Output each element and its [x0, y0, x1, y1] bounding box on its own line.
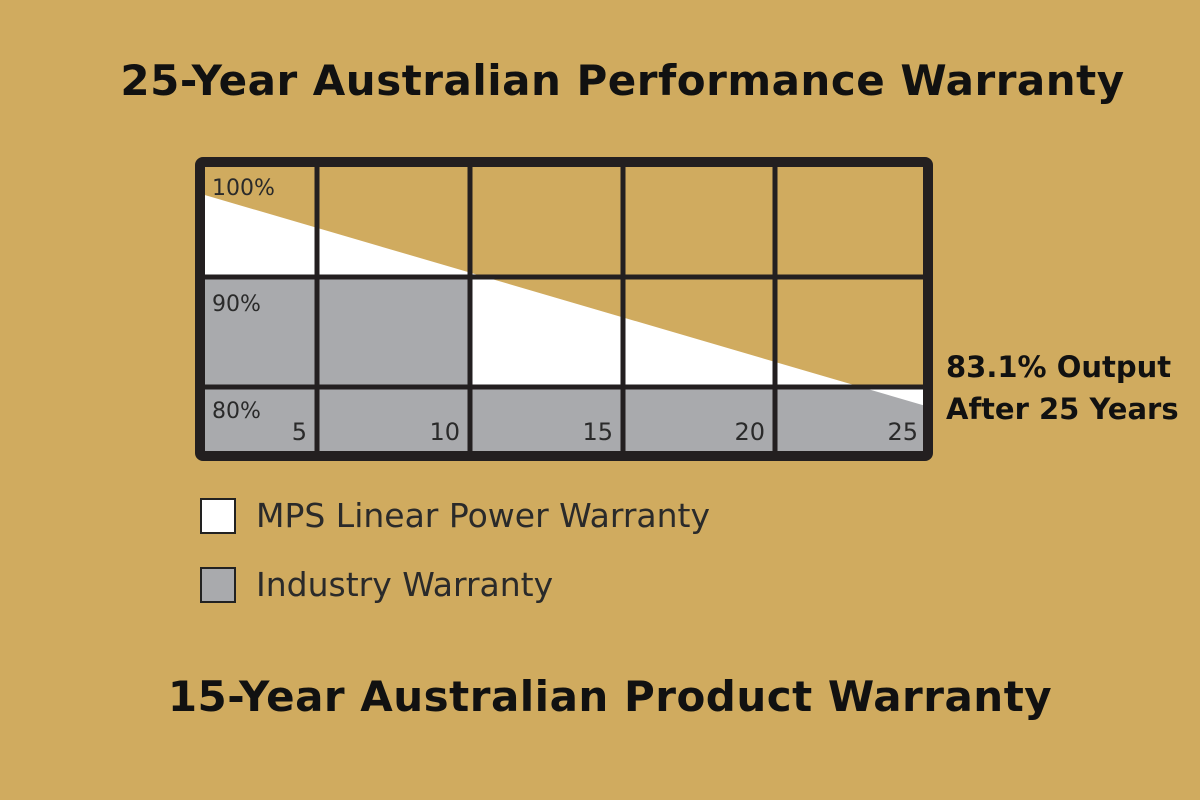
product-warranty-title: 15-Year Australian Product Warranty: [167, 672, 1053, 721]
legend-swatch-industry: [200, 567, 236, 603]
mps-warranty-area: [200, 193, 928, 407]
legend-label-industry: Industry Warranty: [256, 565, 554, 604]
annotation-line-2: After 25 Years: [946, 392, 1179, 426]
legend-label-mps: MPS Linear Power Warranty: [256, 496, 711, 535]
y-tick-label: 80%: [212, 399, 261, 424]
legend-swatch-mps: [200, 498, 236, 534]
output-annotation: 83.1% Output After 25 Years: [946, 346, 1179, 430]
x-tick-label: 15: [582, 418, 613, 446]
x-tick-label: 25: [887, 418, 918, 446]
chart-frame: [195, 157, 933, 461]
industry-warranty-area: [200, 277, 928, 456]
chart-title: 25-Year Australian Performance Warranty: [120, 56, 1125, 105]
y-tick-label: 90%: [212, 292, 261, 317]
x-tick-label: 5: [292, 418, 307, 446]
y-tick-label: 100%: [212, 176, 275, 201]
x-tick-label: 10: [429, 418, 460, 446]
annotation-line-1: 83.1% Output: [946, 350, 1172, 384]
x-tick-label: 20: [734, 418, 765, 446]
